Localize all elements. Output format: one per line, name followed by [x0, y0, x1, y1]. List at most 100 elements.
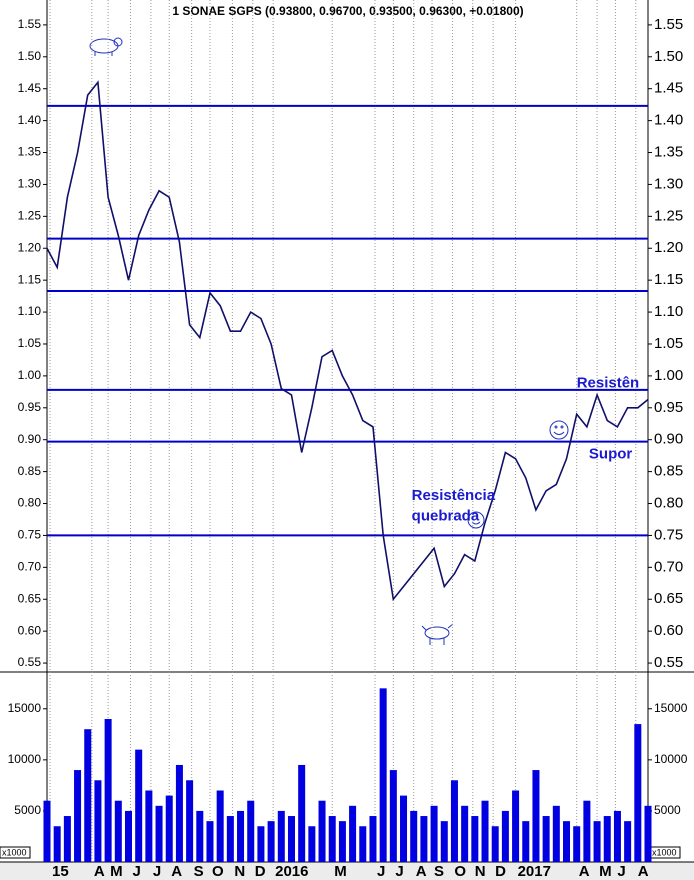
- volume-bar: [410, 810, 418, 862]
- volume-bar: [603, 816, 611, 862]
- y-tick-label: 1.10: [18, 304, 42, 318]
- y-tick-label: 0.55: [654, 654, 683, 671]
- volume-bar: [257, 826, 265, 862]
- y-tick-label: 0.85: [18, 464, 42, 478]
- y-tick-label: 1.30: [654, 175, 683, 192]
- price-line: [46, 80, 649, 602]
- y-tick-label: 1.15: [654, 271, 683, 288]
- bear-icon: [89, 37, 123, 56]
- volume-bar: [379, 688, 387, 862]
- volume-bar: [94, 780, 102, 862]
- volume-bar: [155, 805, 163, 862]
- volume-bar: [135, 749, 143, 862]
- x-tick-label: J: [395, 863, 403, 880]
- y-tick-label: 5000: [14, 803, 41, 817]
- volume-bar: [532, 770, 540, 862]
- volume-bar: [308, 826, 316, 862]
- x-tick-label: J: [617, 863, 625, 880]
- y-tick-label: 0.60: [18, 623, 42, 637]
- volume-bar: [328, 816, 336, 862]
- y-tick-label: 0.65: [654, 590, 683, 607]
- volume-bar: [175, 764, 183, 862]
- y-tick-label: 1.55: [18, 17, 42, 31]
- y-tick-label: 1.35: [654, 143, 683, 160]
- x-tick-label: M: [334, 863, 347, 880]
- volume-bar: [644, 805, 652, 862]
- volume-bar: [338, 821, 346, 862]
- y-tick-label: 15000: [8, 701, 42, 715]
- unit-box: [0, 846, 31, 859]
- volume-bar: [237, 810, 245, 862]
- volume-bar: [573, 826, 581, 862]
- x-tick-label: A: [416, 863, 427, 880]
- x-tick-label: 2017: [518, 863, 551, 880]
- unit-label: x1000: [652, 847, 677, 857]
- y-tick-label: 1.50: [654, 48, 683, 65]
- volume-bar: [124, 810, 132, 862]
- x-tick-label: O: [454, 863, 466, 880]
- y-tick-label: 10000: [8, 752, 42, 766]
- y-tick-label: 1.45: [18, 81, 42, 95]
- y-tick-label: 0.85: [654, 463, 683, 480]
- volume-bar: [563, 821, 571, 862]
- y-tick-label: 0.80: [654, 494, 683, 511]
- y-tick-label: 1.05: [18, 336, 42, 350]
- volume-bar: [634, 724, 642, 862]
- volume-bar: [196, 810, 204, 862]
- volume-bar: [277, 810, 285, 862]
- y-tick-label: 1.25: [654, 207, 683, 224]
- y-tick-label: 1.20: [654, 239, 683, 256]
- volume-bar: [287, 816, 295, 862]
- x-tick-label: A: [579, 863, 590, 880]
- volume-bar: [53, 826, 61, 862]
- y-tick-label: 1.00: [18, 368, 42, 382]
- y-tick-label: 0.75: [18, 528, 42, 542]
- x-tick-label: J: [377, 863, 385, 880]
- y-tick-label: 1.15: [18, 272, 42, 286]
- volume-bar: [349, 805, 357, 862]
- x-tick-label: N: [234, 863, 245, 880]
- volume-bar: [450, 780, 458, 862]
- volume-bar: [624, 821, 632, 862]
- volume-bar: [165, 795, 173, 862]
- y-tick-label: 10000: [654, 752, 688, 766]
- volume-bar: [359, 826, 367, 862]
- annotation: quebrada: [412, 507, 480, 524]
- volume-bar: [206, 821, 214, 862]
- x-tick-label: A: [171, 863, 182, 880]
- volume-bar: [298, 764, 306, 862]
- annotation: Resistên: [577, 375, 640, 392]
- volume-bar: [267, 821, 275, 862]
- y-tick-label: 1.45: [654, 80, 683, 97]
- volume-bar: [114, 800, 122, 862]
- volume-bar: [440, 821, 448, 862]
- volume-bar: [369, 816, 377, 862]
- y-tick-label: 0.70: [654, 558, 683, 575]
- volume-bar: [491, 826, 499, 862]
- annotation: Resistência: [412, 487, 496, 504]
- smiley-icon: [549, 420, 569, 440]
- x-tick-label: A: [94, 863, 105, 880]
- y-tick-label: 0.95: [18, 400, 42, 414]
- x-tick-label: M: [599, 863, 612, 880]
- volume-bar: [583, 800, 591, 862]
- volume-bar: [247, 800, 255, 862]
- y-tick-label: 1.55: [654, 16, 683, 33]
- volume-bar: [481, 800, 489, 862]
- y-tick-label: 1.40: [18, 113, 42, 127]
- volume-bar: [186, 780, 194, 862]
- y-tick-label: 0.95: [654, 399, 683, 416]
- x-tick-label: A: [638, 863, 649, 880]
- volume-bar: [84, 729, 92, 862]
- volume-bar: [226, 816, 234, 862]
- unit-label: x1000: [2, 847, 27, 857]
- x-tick-label: J: [153, 863, 161, 880]
- volume-bar: [318, 800, 326, 862]
- volume-bar: [145, 790, 153, 862]
- y-tick-label: 1.40: [654, 112, 683, 129]
- y-tick-label: 0.75: [654, 526, 683, 543]
- y-tick-label: 1.00: [654, 367, 683, 384]
- y-tick-label: 1.10: [654, 303, 683, 320]
